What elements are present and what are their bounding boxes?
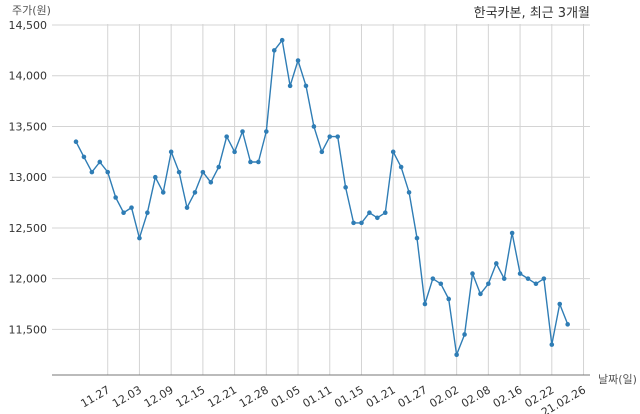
data-point bbox=[525, 276, 531, 281]
data-point bbox=[367, 210, 372, 216]
data-point bbox=[121, 210, 126, 216]
data-point bbox=[81, 154, 87, 160]
data-point bbox=[248, 159, 253, 165]
x-tick-label: 12.09 bbox=[142, 383, 176, 410]
x-tick-labels: 11.2712.0312.0912.1512.2112.2801.0501.11… bbox=[78, 383, 588, 414]
data-point bbox=[319, 149, 325, 155]
data-point bbox=[406, 190, 412, 195]
x-axis-label: 날짜(일) bbox=[598, 372, 637, 386]
data-point bbox=[303, 83, 309, 89]
x-tick-label: 02.08 bbox=[459, 383, 493, 410]
data-point bbox=[184, 205, 190, 210]
data-point bbox=[153, 174, 158, 180]
data-point bbox=[105, 169, 111, 175]
data-point bbox=[97, 159, 103, 165]
data-point bbox=[533, 281, 539, 287]
data-point bbox=[351, 220, 356, 226]
y-tick-label: 12,000 bbox=[9, 273, 48, 286]
data-point bbox=[501, 276, 507, 281]
data-point bbox=[398, 164, 404, 170]
data-point bbox=[565, 322, 570, 327]
data-point bbox=[486, 281, 491, 287]
data-point bbox=[295, 58, 301, 63]
data-point bbox=[414, 235, 420, 241]
data-point bbox=[557, 301, 563, 307]
data-point bbox=[454, 352, 459, 358]
x-tick-label: 02.16 bbox=[491, 383, 525, 410]
data-point bbox=[335, 134, 340, 139]
data-point bbox=[160, 190, 166, 195]
data-point bbox=[438, 281, 444, 287]
y-tick-label: 12,500 bbox=[9, 222, 48, 235]
x-tick-label: 01.27 bbox=[396, 383, 430, 410]
data-point bbox=[549, 342, 555, 347]
data-point bbox=[256, 159, 261, 165]
grid bbox=[52, 24, 590, 375]
data-point bbox=[113, 195, 118, 200]
data-point bbox=[327, 134, 333, 139]
data-point bbox=[509, 230, 515, 236]
data-point bbox=[470, 271, 475, 276]
data-point bbox=[311, 124, 317, 129]
data-point bbox=[375, 215, 380, 221]
data-point bbox=[287, 83, 293, 89]
data-point bbox=[390, 149, 396, 155]
data-point bbox=[430, 276, 436, 281]
data-point bbox=[145, 210, 150, 216]
data-point bbox=[137, 235, 142, 241]
data-point bbox=[89, 169, 95, 175]
y-tick-label: 14,500 bbox=[9, 19, 48, 32]
data-point bbox=[517, 271, 523, 276]
x-tick-label: 02.02 bbox=[427, 383, 461, 410]
data-point bbox=[192, 190, 198, 195]
x-tick-label: 01.05 bbox=[269, 383, 303, 410]
data-point bbox=[478, 291, 483, 297]
x-tick-label: 12.15 bbox=[174, 383, 208, 410]
data-point bbox=[73, 139, 79, 144]
x-tick-label: 01.21 bbox=[364, 383, 398, 410]
y-tick-label: 14,000 bbox=[9, 70, 48, 83]
data-point bbox=[129, 205, 134, 210]
series-price bbox=[73, 37, 570, 358]
x-tick-label: 11.27 bbox=[78, 383, 112, 410]
data-point bbox=[446, 296, 452, 302]
y-tick-label: 11,500 bbox=[9, 323, 48, 336]
data-point bbox=[240, 129, 245, 134]
y-tick-label: 13,500 bbox=[9, 120, 48, 133]
data-point bbox=[382, 210, 388, 216]
y-axis-label: 주가(원) bbox=[12, 4, 51, 17]
x-tick-label: 01.15 bbox=[332, 383, 366, 410]
data-point bbox=[176, 169, 182, 175]
data-point bbox=[462, 332, 467, 337]
data-point bbox=[208, 179, 214, 185]
chart-title: 한국카본, 최근 3개월 bbox=[474, 6, 590, 21]
data-point bbox=[216, 164, 222, 170]
data-point bbox=[343, 185, 348, 190]
x-tick-label: 12.03 bbox=[110, 383, 144, 410]
data-point bbox=[224, 134, 229, 139]
x-tick-label: 12.28 bbox=[237, 383, 271, 410]
data-point bbox=[279, 37, 285, 43]
data-point bbox=[541, 276, 547, 281]
data-point bbox=[200, 169, 206, 175]
price-line bbox=[75, 39, 569, 356]
data-point bbox=[493, 261, 499, 266]
x-tick-label: 01.11 bbox=[300, 383, 334, 410]
data-point bbox=[232, 149, 237, 155]
x-tick-label: 12.21 bbox=[205, 383, 239, 410]
data-point bbox=[359, 220, 364, 226]
data-point bbox=[271, 48, 277, 53]
data-point bbox=[264, 129, 269, 134]
y-tick-label: 13,000 bbox=[9, 171, 48, 184]
y-tick-labels: 11,500 12,000 12,500 13,000 13,500 14,000 14,5… bbox=[9, 19, 48, 336]
data-point bbox=[168, 149, 174, 155]
data-point bbox=[422, 301, 428, 307]
